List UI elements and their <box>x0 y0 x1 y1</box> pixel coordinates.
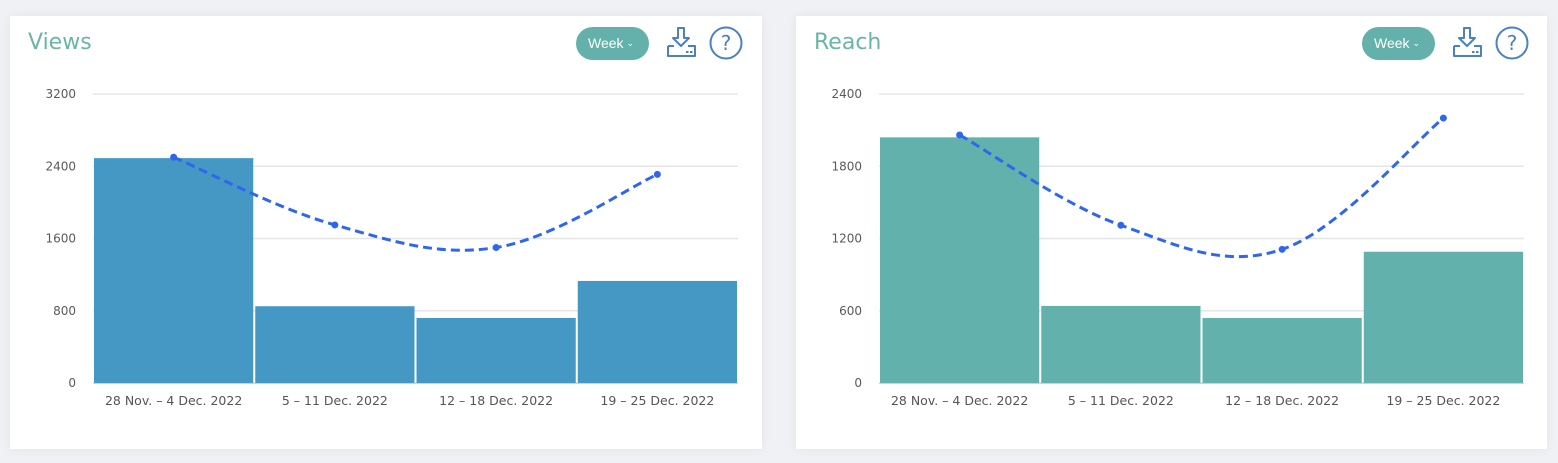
x-tick-label: 12 – 18 Dec. 2022 <box>439 393 553 408</box>
bar[interactable] <box>416 317 576 383</box>
x-tick-label: 28 Nov. – 4 Dec. 2022 <box>105 393 242 408</box>
trend-line <box>173 155 658 252</box>
period-label: Week <box>588 35 624 51</box>
y-tick-label: 1800 <box>831 159 862 173</box>
help-icon[interactable]: ? <box>708 25 744 61</box>
download-icon[interactable] <box>1450 25 1486 61</box>
y-tick-label: 0 <box>68 376 76 390</box>
trend-point[interactable] <box>1278 245 1286 253</box>
bar[interactable] <box>1041 305 1201 383</box>
svg-text:?: ? <box>1507 31 1518 55</box>
bar[interactable] <box>880 137 1040 383</box>
x-tick-label: 19 – 25 Dec. 2022 <box>600 393 714 408</box>
y-tick-label: 600 <box>839 304 862 318</box>
trend-point[interactable] <box>492 244 500 252</box>
bar[interactable] <box>1202 317 1362 383</box>
bar[interactable] <box>94 158 254 383</box>
period-dropdown[interactable]: Week ⌄ <box>1362 27 1435 60</box>
trend-point[interactable] <box>1439 114 1447 122</box>
y-tick-label: 1600 <box>45 232 76 246</box>
period-label: Week <box>1374 35 1410 51</box>
y-tick-label: 0 <box>854 376 862 390</box>
reach-chart: 0 600 1200 1800 2400 28 Nov. – 4 Dec. 2022 5 –… <box>831 87 1524 408</box>
period-dropdown[interactable]: Week ⌄ <box>576 27 649 60</box>
bar[interactable] <box>577 280 737 383</box>
trend-point[interactable] <box>1117 221 1125 229</box>
y-tick-label: 2400 <box>831 87 862 101</box>
x-tick-label: 12 – 18 Dec. 2022 <box>1225 393 1339 408</box>
svg-text:?: ? <box>721 31 732 55</box>
chevron-down-icon: ⌄ <box>1412 38 1421 48</box>
x-tick-label: 19 – 25 Dec. 2022 <box>1386 393 1500 408</box>
card-title: Views <box>28 30 92 55</box>
chevron-down-icon: ⌄ <box>626 38 635 48</box>
trend-point[interactable] <box>653 170 661 178</box>
y-tick-label: 800 <box>53 304 76 318</box>
card-title: Reach <box>814 30 882 55</box>
help-icon[interactable]: ? <box>1494 25 1530 61</box>
trend-point[interactable] <box>956 131 964 139</box>
trend-line <box>958 116 1445 259</box>
bar[interactable] <box>1363 251 1523 383</box>
download-icon[interactable] <box>664 25 700 61</box>
y-tick-label: 1200 <box>831 232 862 246</box>
x-tick-label: 5 – 11 Dec. 2022 <box>1068 393 1174 408</box>
y-tick-label: 2400 <box>45 159 76 173</box>
bar[interactable] <box>255 306 415 383</box>
trend-point[interactable] <box>331 221 339 229</box>
views-card: Views Week ⌄ ? 0 800 1600 2400 3200 28 Nov. – … <box>10 16 762 449</box>
x-tick-label: 5 – 11 Dec. 2022 <box>282 393 388 408</box>
views-chart: 0 800 1600 2400 3200 28 Nov. – 4 Dec. 2022 5 –… <box>45 87 738 408</box>
y-tick-label: 3200 <box>45 87 76 101</box>
trend-point[interactable] <box>170 153 178 161</box>
x-tick-label: 28 Nov. – 4 Dec. 2022 <box>891 393 1028 408</box>
reach-card: Reach Week ⌄ ? 0 600 1200 1800 2400 28 Nov. – … <box>796 16 1547 449</box>
